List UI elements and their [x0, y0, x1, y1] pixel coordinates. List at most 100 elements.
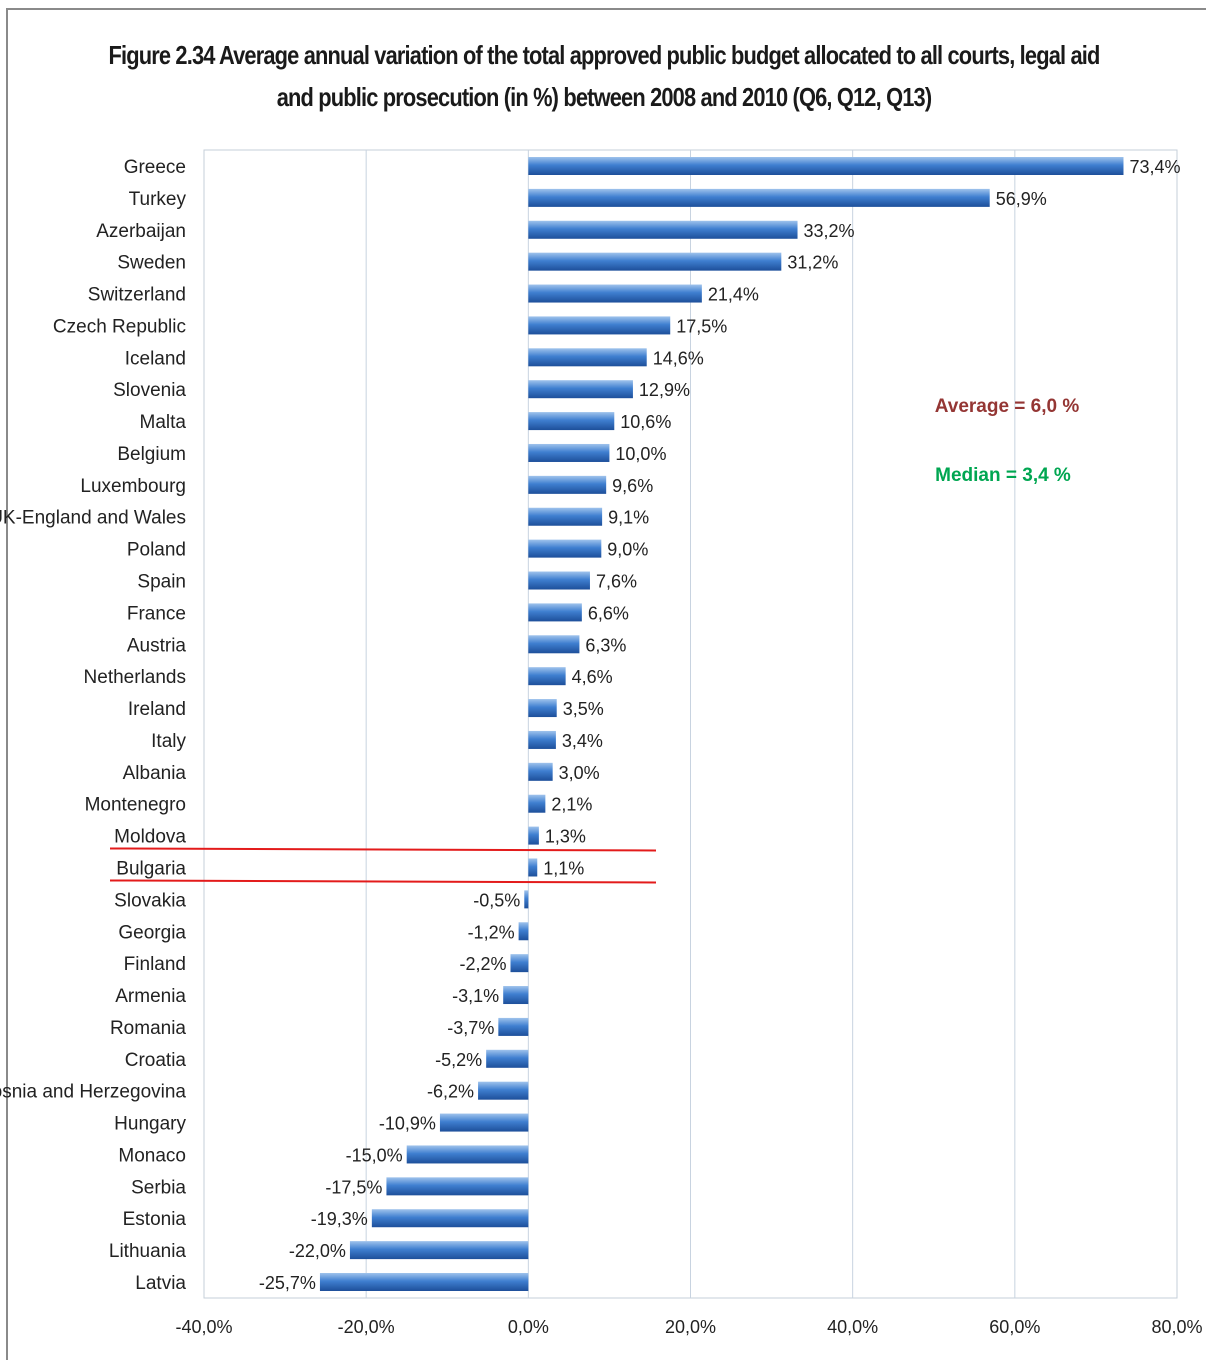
data-label: 10,0%: [615, 444, 666, 464]
bar: [478, 1081, 529, 1100]
x-tick-label: 60,0%: [989, 1317, 1040, 1337]
category-label: Georgia: [118, 922, 186, 943]
bar: [439, 1113, 529, 1132]
bar: [371, 1209, 529, 1228]
data-label: -15,0%: [346, 1145, 403, 1165]
bar: [349, 1241, 529, 1260]
data-labels: 73,4% 56,9% 33,2% 31,2% 21,4% 17,5% 14,6% 12,9%…: [259, 157, 1181, 1293]
data-label: -3,1%: [452, 986, 499, 1006]
category-label: Moldova: [114, 827, 186, 848]
category-label: Lithuania: [109, 1241, 187, 1262]
bar: [510, 954, 529, 973]
bar: [528, 443, 610, 462]
bar: [528, 730, 556, 749]
data-label: 31,2%: [787, 253, 838, 273]
chart-title-line-2: and public prosecution (in %) between 20…: [276, 82, 932, 112]
data-label: 6,3%: [585, 635, 626, 655]
bar: [528, 539, 602, 558]
data-label: 1,1%: [543, 858, 584, 878]
data-label: -17,5%: [325, 1177, 382, 1197]
bar: [528, 157, 1124, 175]
x-tick-label: 40,0%: [827, 1317, 878, 1337]
category-label: Croatia: [125, 1050, 187, 1071]
category-label: Luxembourg: [80, 476, 186, 497]
data-label: 10,6%: [620, 412, 671, 432]
category-label: UK-England and Wales: [0, 508, 186, 529]
bar: [528, 316, 671, 335]
category-label: Monaco: [118, 1145, 186, 1166]
bar: [503, 986, 529, 1005]
category-label: Slovenia: [113, 380, 186, 401]
chart-frame: [6, 8, 1206, 1360]
bar: [528, 762, 553, 781]
category-labels: Greece Turkey Azerbaijan Sweden Switzerland C…: [0, 157, 186, 1294]
category-label: Romania: [110, 1018, 186, 1039]
bar: [528, 667, 566, 686]
category-label: Armenia: [115, 986, 186, 1007]
bar: [528, 252, 782, 271]
bar: [528, 507, 603, 526]
category-label: Turkey: [129, 189, 187, 210]
bar: [319, 1273, 529, 1291]
data-label: 12,9%: [639, 380, 690, 400]
data-label: 21,4%: [708, 285, 759, 305]
category-label: Sweden: [117, 253, 186, 274]
bar: [528, 475, 607, 494]
category-label: Serbia: [131, 1177, 186, 1198]
category-label: Switzerland: [88, 285, 186, 306]
data-label: 3,5%: [563, 699, 604, 719]
bar: [518, 922, 529, 941]
data-label: 33,2%: [804, 221, 855, 241]
category-label: Azerbaijan: [96, 221, 186, 242]
bar: [528, 826, 539, 845]
category-label: Malta: [140, 412, 187, 433]
category-label: Greece: [124, 157, 186, 178]
data-label: 73,4%: [1129, 157, 1180, 177]
data-label: -25,7%: [259, 1273, 316, 1293]
bar: [386, 1177, 529, 1196]
category-label: Estonia: [123, 1209, 187, 1230]
category-label: Albania: [123, 763, 187, 784]
category-label: Czech Republic: [53, 316, 186, 337]
category-label: Italy: [151, 731, 186, 752]
x-tick-label: 80,0%: [1151, 1317, 1202, 1337]
data-label: -0,5%: [473, 890, 520, 910]
bar: [528, 603, 582, 622]
data-label: 9,0%: [607, 540, 648, 560]
data-label: 3,0%: [559, 763, 600, 783]
chart-title-line-1: Figure 2.34 Average annual variation of …: [108, 40, 1100, 70]
bar: [528, 794, 546, 813]
bar: [528, 635, 580, 654]
x-axis-tick-labels: -40,0% -20,0% 0,0% 20,0% 40,0% 60,0% 80,0%: [175, 1317, 1202, 1337]
data-label: 14,6%: [653, 348, 704, 368]
x-tick-label: 0,0%: [508, 1317, 549, 1337]
category-label: Hungary: [114, 1114, 186, 1135]
bar: [528, 220, 798, 239]
median-annotation: Median = 3,4 %: [935, 465, 1071, 486]
highlight-line: [109, 879, 657, 884]
data-label: -10,9%: [379, 1114, 436, 1134]
bar: [498, 1017, 529, 1036]
category-label: Slovakia: [114, 890, 186, 911]
bar: [486, 1049, 529, 1068]
category-label: Bosnia and Herzegovina: [0, 1082, 186, 1103]
bar: [528, 188, 990, 207]
data-label: -2,2%: [459, 954, 506, 974]
data-label: 4,6%: [572, 667, 613, 687]
data-label: 17,5%: [676, 316, 727, 336]
bar: [528, 412, 615, 431]
data-label: -19,3%: [311, 1209, 368, 1229]
category-label: Latvia: [135, 1273, 186, 1294]
data-label: -22,0%: [289, 1241, 346, 1261]
bar: [524, 890, 529, 909]
highlight-lines: [109, 847, 657, 884]
highlight-line: [109, 847, 657, 852]
category-label: France: [127, 603, 186, 624]
data-label: 9,6%: [612, 476, 653, 496]
data-label: 7,6%: [596, 572, 637, 592]
gridlines: [365, 150, 1016, 1298]
bar: [528, 284, 702, 303]
category-label: Austria: [127, 635, 187, 656]
category-label: Poland: [127, 540, 186, 561]
